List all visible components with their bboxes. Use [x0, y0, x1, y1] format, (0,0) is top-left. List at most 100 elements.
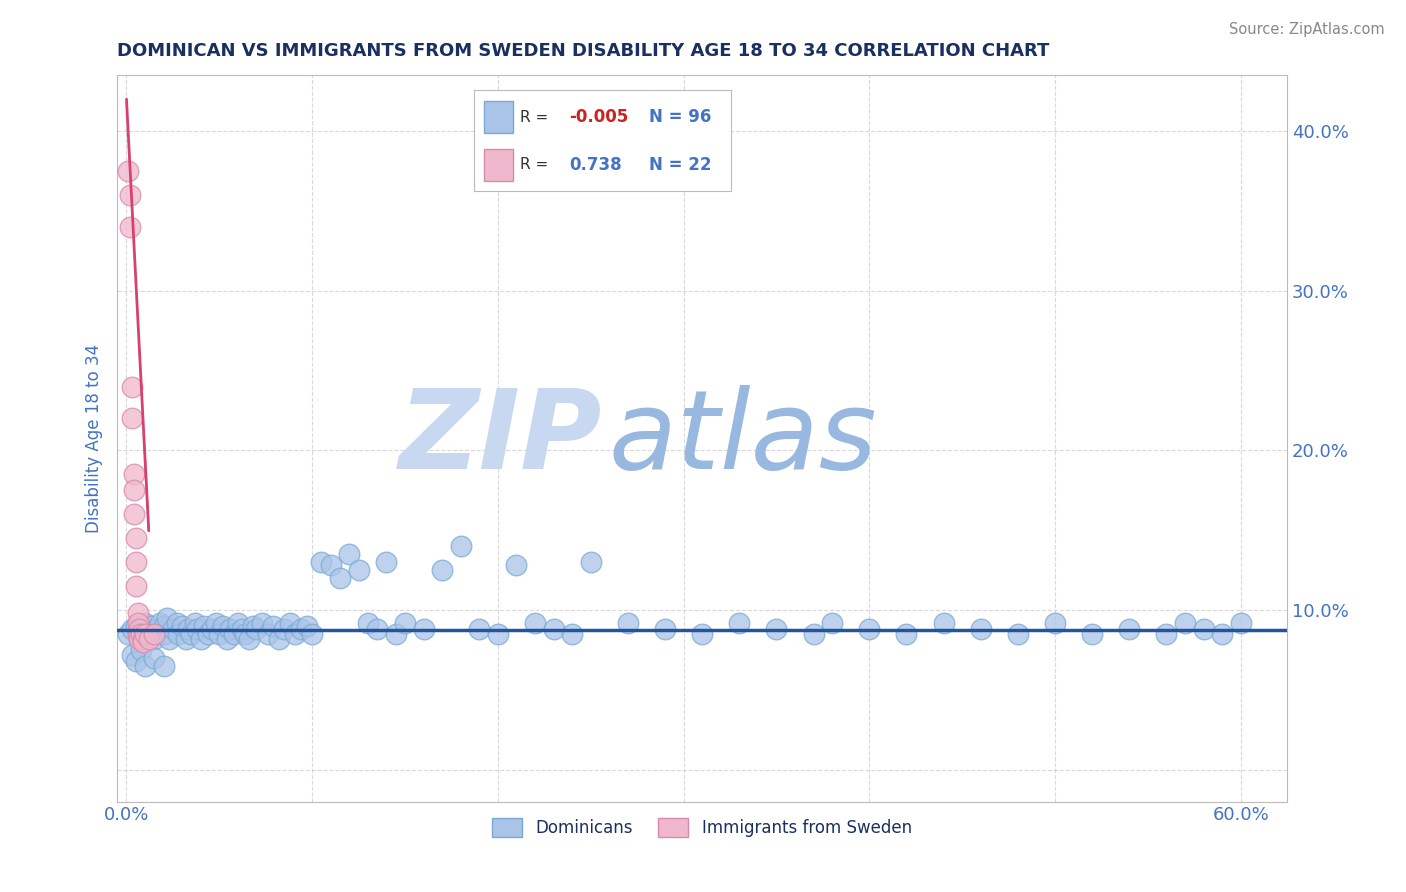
Point — [1192, 622, 1215, 636]
Point — [134, 659, 156, 673]
Point — [156, 611, 179, 625]
Point — [347, 563, 370, 577]
Point — [262, 619, 284, 633]
Point — [1174, 615, 1197, 630]
Point — [128, 632, 150, 646]
Point — [131, 643, 153, 657]
Point — [180, 627, 202, 641]
Point — [486, 627, 509, 641]
Point — [125, 654, 148, 668]
Point — [505, 558, 527, 573]
Point — [375, 555, 398, 569]
Point — [765, 622, 787, 636]
Point — [143, 651, 166, 665]
Text: Source: ZipAtlas.com: Source: ZipAtlas.com — [1229, 22, 1385, 37]
Point — [357, 615, 380, 630]
Point — [152, 627, 174, 641]
Point — [152, 619, 174, 633]
Point — [128, 632, 150, 646]
Point — [337, 547, 360, 561]
Point — [145, 622, 167, 636]
Point — [1007, 627, 1029, 641]
Point — [174, 632, 197, 646]
Point — [125, 555, 148, 569]
Legend: Dominicans, Immigrants from Sweden: Dominicans, Immigrants from Sweden — [486, 812, 918, 844]
Point — [120, 188, 142, 202]
Point — [122, 507, 145, 521]
Point — [120, 219, 142, 234]
Point — [204, 615, 226, 630]
Point — [242, 619, 264, 633]
Point — [143, 632, 166, 646]
Point — [450, 539, 472, 553]
Point — [690, 627, 713, 641]
Point — [127, 615, 149, 630]
Point — [184, 615, 207, 630]
Point — [121, 648, 143, 662]
Point — [273, 622, 295, 636]
Point — [122, 483, 145, 498]
Point — [543, 622, 565, 636]
Point — [212, 619, 235, 633]
Point — [1043, 615, 1066, 630]
Point — [329, 571, 352, 585]
Point — [186, 622, 208, 636]
Point — [301, 627, 323, 641]
Text: atlas: atlas — [609, 384, 877, 491]
Point — [430, 563, 453, 577]
Point — [858, 622, 880, 636]
Point — [193, 619, 215, 633]
Point — [162, 622, 184, 636]
Point — [125, 619, 148, 633]
Point — [138, 632, 160, 646]
Point — [121, 411, 143, 425]
Point — [166, 615, 188, 630]
Text: DOMINICAN VS IMMIGRANTS FROM SWEDEN DISABILITY AGE 18 TO 34 CORRELATION CHART: DOMINICAN VS IMMIGRANTS FROM SWEDEN DISA… — [117, 42, 1049, 60]
Point — [117, 164, 139, 178]
Point — [233, 627, 256, 641]
Point — [138, 627, 160, 641]
Point — [152, 659, 174, 673]
Point — [969, 622, 991, 636]
Point — [821, 615, 844, 630]
Point — [896, 627, 918, 641]
Point — [197, 627, 219, 641]
Point — [201, 622, 224, 636]
Point — [1156, 627, 1178, 641]
Point — [468, 622, 491, 636]
Point — [617, 615, 640, 630]
Text: ZIP: ZIP — [399, 384, 603, 491]
Point — [172, 619, 194, 633]
Point — [143, 627, 166, 641]
Point — [177, 622, 200, 636]
Point — [127, 606, 149, 620]
Point — [121, 622, 143, 636]
Point — [226, 615, 249, 630]
Point — [256, 627, 278, 641]
Point — [215, 632, 238, 646]
Point — [190, 632, 212, 646]
Point — [245, 622, 267, 636]
Point — [267, 632, 290, 646]
Point — [127, 627, 149, 641]
Point — [132, 635, 155, 649]
Point — [311, 555, 333, 569]
Point — [278, 615, 301, 630]
Y-axis label: Disability Age 18 to 34: Disability Age 18 to 34 — [86, 343, 103, 533]
Point — [384, 627, 406, 641]
Point — [139, 619, 162, 633]
Point — [412, 622, 434, 636]
Point — [134, 615, 156, 630]
Point — [290, 622, 312, 636]
Point — [654, 622, 676, 636]
Point — [728, 615, 751, 630]
Point — [561, 627, 583, 641]
Point — [149, 615, 172, 630]
Point — [524, 615, 547, 630]
Point — [131, 622, 153, 636]
Point — [284, 627, 307, 641]
Point — [932, 615, 955, 630]
Point — [250, 615, 273, 630]
Point — [238, 632, 260, 646]
Point — [117, 627, 139, 641]
